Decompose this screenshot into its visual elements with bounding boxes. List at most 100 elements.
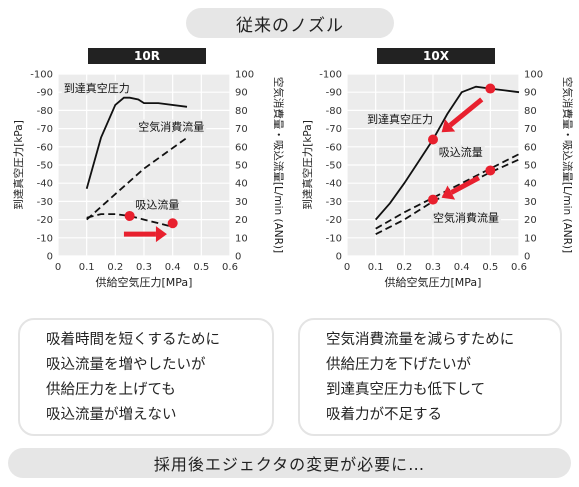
chart-10r-y-left-tick-label: -10 bbox=[37, 233, 53, 244]
chart-10r-y-right-axis-label: 空気消費量・吸込流量[L/min (ANR)] bbox=[272, 77, 285, 253]
chart-10r-series-label-0: 到達真空圧力 bbox=[64, 81, 130, 95]
chart-10r-arrow-head-2 bbox=[155, 226, 167, 243]
chart-10r-y-right-tick-label: 70 bbox=[235, 124, 248, 135]
chart-10r-x-tick-label: 0.1 bbox=[79, 262, 95, 273]
note-box-right: 空気消費流量を減らすために 供給圧力を下げたいが 到達真空圧力も低下して 吸着力… bbox=[298, 318, 562, 436]
chart-10r-x-tick-label: 0.6 bbox=[222, 262, 238, 273]
chart-10x-arrow-shaft-5 bbox=[450, 175, 481, 195]
chart-10x-y-left-tick-label: -40 bbox=[326, 179, 342, 190]
chart-10x-y-right-tick-label: 50 bbox=[524, 161, 537, 172]
chart-10x-x-tick-label: 0.6 bbox=[511, 262, 527, 273]
chart-10x-x-tick-label: 0 bbox=[344, 262, 350, 273]
chart-10x-x-tick-label: 0.1 bbox=[368, 262, 384, 273]
chart-10x-y-left-tick-label: -100 bbox=[319, 70, 342, 81]
chart-10r-series-label-bg-2 bbox=[133, 197, 182, 212]
chart-10r-y-left-tick-label: -20 bbox=[37, 215, 53, 226]
conclusion-banner: 採用後エジェクタの変更が必要に… bbox=[8, 448, 571, 478]
chart-10r-y-right-tick-label: 0 bbox=[235, 252, 241, 263]
chart-10x-series-label-2: 空気消費流量 bbox=[433, 210, 499, 224]
chart-10r-x-axis-label: 供給空気圧力[MPa] bbox=[96, 275, 193, 289]
chart-10x-y-left-tick-label: -80 bbox=[326, 106, 342, 117]
chart-10r-y-right-tick-label: 60 bbox=[235, 142, 248, 153]
chart-10r-y-left-tick-label: -80 bbox=[37, 106, 53, 117]
chart-10r-x-tick-label: 0 bbox=[55, 262, 61, 273]
chart-10x-arrow-shaft-4 bbox=[448, 97, 484, 128]
chart-10r-x-tick-label: 0.2 bbox=[107, 262, 123, 273]
chart-10x-y-left-tick-label: 0 bbox=[336, 252, 342, 263]
chart-10x-series-label-0: 到達真空圧力 bbox=[367, 112, 433, 126]
chart-10x-y-left-tick-label: -60 bbox=[326, 142, 342, 153]
chart-10x-y-right-tick-label: 90 bbox=[524, 88, 537, 99]
chart-10x-y-right-tick-label: 40 bbox=[524, 179, 537, 190]
chart-10r-y-right-tick-label: 50 bbox=[235, 161, 248, 172]
chart-10x-series-label-1: 吸込流量 bbox=[439, 145, 483, 159]
chart-10r-y-left-tick-label: -60 bbox=[37, 142, 53, 153]
chart-10x-series-label-bg-2 bbox=[431, 210, 501, 225]
chart-10x-highlight-point-0 bbox=[485, 83, 496, 94]
conclusion-text: 採用後エジェクタの変更が必要に… bbox=[153, 455, 426, 474]
chart-10r-x-tick-label: 0.5 bbox=[193, 262, 209, 273]
chart-10r-y-left-tick-label: -40 bbox=[37, 179, 53, 190]
note-right-line-1: 空気消費流量を減らすために bbox=[326, 332, 515, 348]
chart-10x-x-tick-label: 0.2 bbox=[396, 262, 412, 273]
chart-10x-arrow-head-4 bbox=[441, 119, 456, 133]
chart-10x-arrow-head-5 bbox=[441, 185, 456, 200]
chart-10x-y-left-tick-label: -50 bbox=[326, 161, 342, 172]
chart-10r-series-label-bg-0 bbox=[61, 81, 132, 96]
chart-10r-highlight-point-1 bbox=[167, 218, 178, 229]
chart-10x-x-tick-label: 0.5 bbox=[482, 262, 498, 273]
chart-10r-series-line-0 bbox=[85, 96, 188, 189]
chart-10x-y-left-tick-label: -70 bbox=[326, 124, 342, 135]
chart-10r-y-left-tick-label: -100 bbox=[30, 70, 53, 81]
chart-10r: 10R 0 0.1 0.2 0.3 0.4 0.5 0.6 -100 -90 -80 -70 -60 -5… bbox=[0, 46, 290, 306]
chart-10r-y-left-tick-label: -30 bbox=[37, 197, 53, 208]
page-title: 従来のノズル bbox=[236, 15, 344, 36]
chart-10r-y-left-tick-label: 0 bbox=[47, 252, 53, 263]
chart-10r-x-tick-label: 0.4 bbox=[165, 262, 181, 273]
chart-10x-y-left-tick-label: -20 bbox=[326, 215, 342, 226]
chart-10x-y-right-tick-label: 100 bbox=[524, 70, 543, 81]
chart-10r-series-label-1: 空気消費流量 bbox=[138, 119, 204, 133]
chart-10r-y-left-tick-label: -50 bbox=[37, 161, 53, 172]
chart-10x-y-right-tick-label: 20 bbox=[524, 215, 537, 226]
chart-10x-y-right-tick-label: 60 bbox=[524, 142, 537, 153]
chart-10r-series-label-bg-1 bbox=[136, 119, 207, 134]
chart-10x-series-label-bg-0 bbox=[365, 112, 436, 127]
note-left-line-4: 吸込流量が増えない bbox=[46, 407, 177, 423]
chart-10r-series-line-1 bbox=[86, 136, 188, 221]
chart-10x-x-axis-label: 供給空気圧力[MPa] bbox=[385, 275, 482, 289]
note-right-line-4: 吸着力が不足する bbox=[326, 407, 442, 423]
chart-10r-y-right-tick-label: 10 bbox=[235, 233, 248, 244]
chart-10r-y-left-tick-label: -90 bbox=[37, 88, 53, 99]
chart-10r-y-right-tick-label: 90 bbox=[235, 88, 248, 99]
chart-10x-y-right-tick-label: 10 bbox=[524, 233, 537, 244]
note-left-line-3: 供給圧力を上げても bbox=[46, 382, 176, 398]
chart-10r-highlight-point-0 bbox=[124, 210, 135, 221]
chart-10x-y-right-tick-label: 0 bbox=[524, 252, 530, 263]
note-right-line-3: 到達真空圧力も低下して bbox=[326, 382, 486, 398]
chart-10x-y-left-axis-label: 到達真空圧力[kPa] bbox=[301, 120, 314, 210]
chart-10r-y-left-tick-label: -70 bbox=[37, 124, 53, 135]
chart-10x-x-tick-label: 0.3 bbox=[425, 262, 441, 273]
chart-10r-title-bar bbox=[88, 48, 206, 64]
chart-10r-y-left-axis-label: 到達真空圧力[kPa] bbox=[12, 120, 25, 210]
chart-10x-x-tick-label: 0.4 bbox=[454, 262, 470, 273]
chart-10r-series-label-2: 吸込流量 bbox=[135, 198, 179, 212]
chart-10r-y-right-tick-label: 30 bbox=[235, 197, 248, 208]
chart-10r-x-tick-label: 0.3 bbox=[136, 262, 152, 273]
chart-10x-highlight-point-3 bbox=[428, 194, 438, 205]
chart-10x-title: 10X bbox=[423, 49, 450, 63]
chart-10x-y-right-tick-label: 30 bbox=[524, 197, 537, 208]
note-left-line-2: 吸込流量を増やしたいが bbox=[46, 357, 206, 373]
chart-10x-y-left-tick-label: -10 bbox=[326, 233, 342, 244]
chart-10x-series-label-bg-1 bbox=[436, 144, 485, 159]
chart-10x-highlight-point-1 bbox=[428, 134, 438, 145]
chart-10r-y-right-tick-label: 80 bbox=[235, 106, 248, 117]
page-title-pill: 従来のノズル bbox=[186, 8, 394, 38]
chart-10r-series-line-2 bbox=[86, 213, 173, 228]
chart-10r-y-right-tick-label: 20 bbox=[235, 215, 248, 226]
note-left-line-1: 吸着時間を短くするために bbox=[46, 332, 220, 348]
chart-10x-y-right-axis-label: 空気消費量・吸込流量[L/min (ANR)] bbox=[561, 77, 574, 253]
